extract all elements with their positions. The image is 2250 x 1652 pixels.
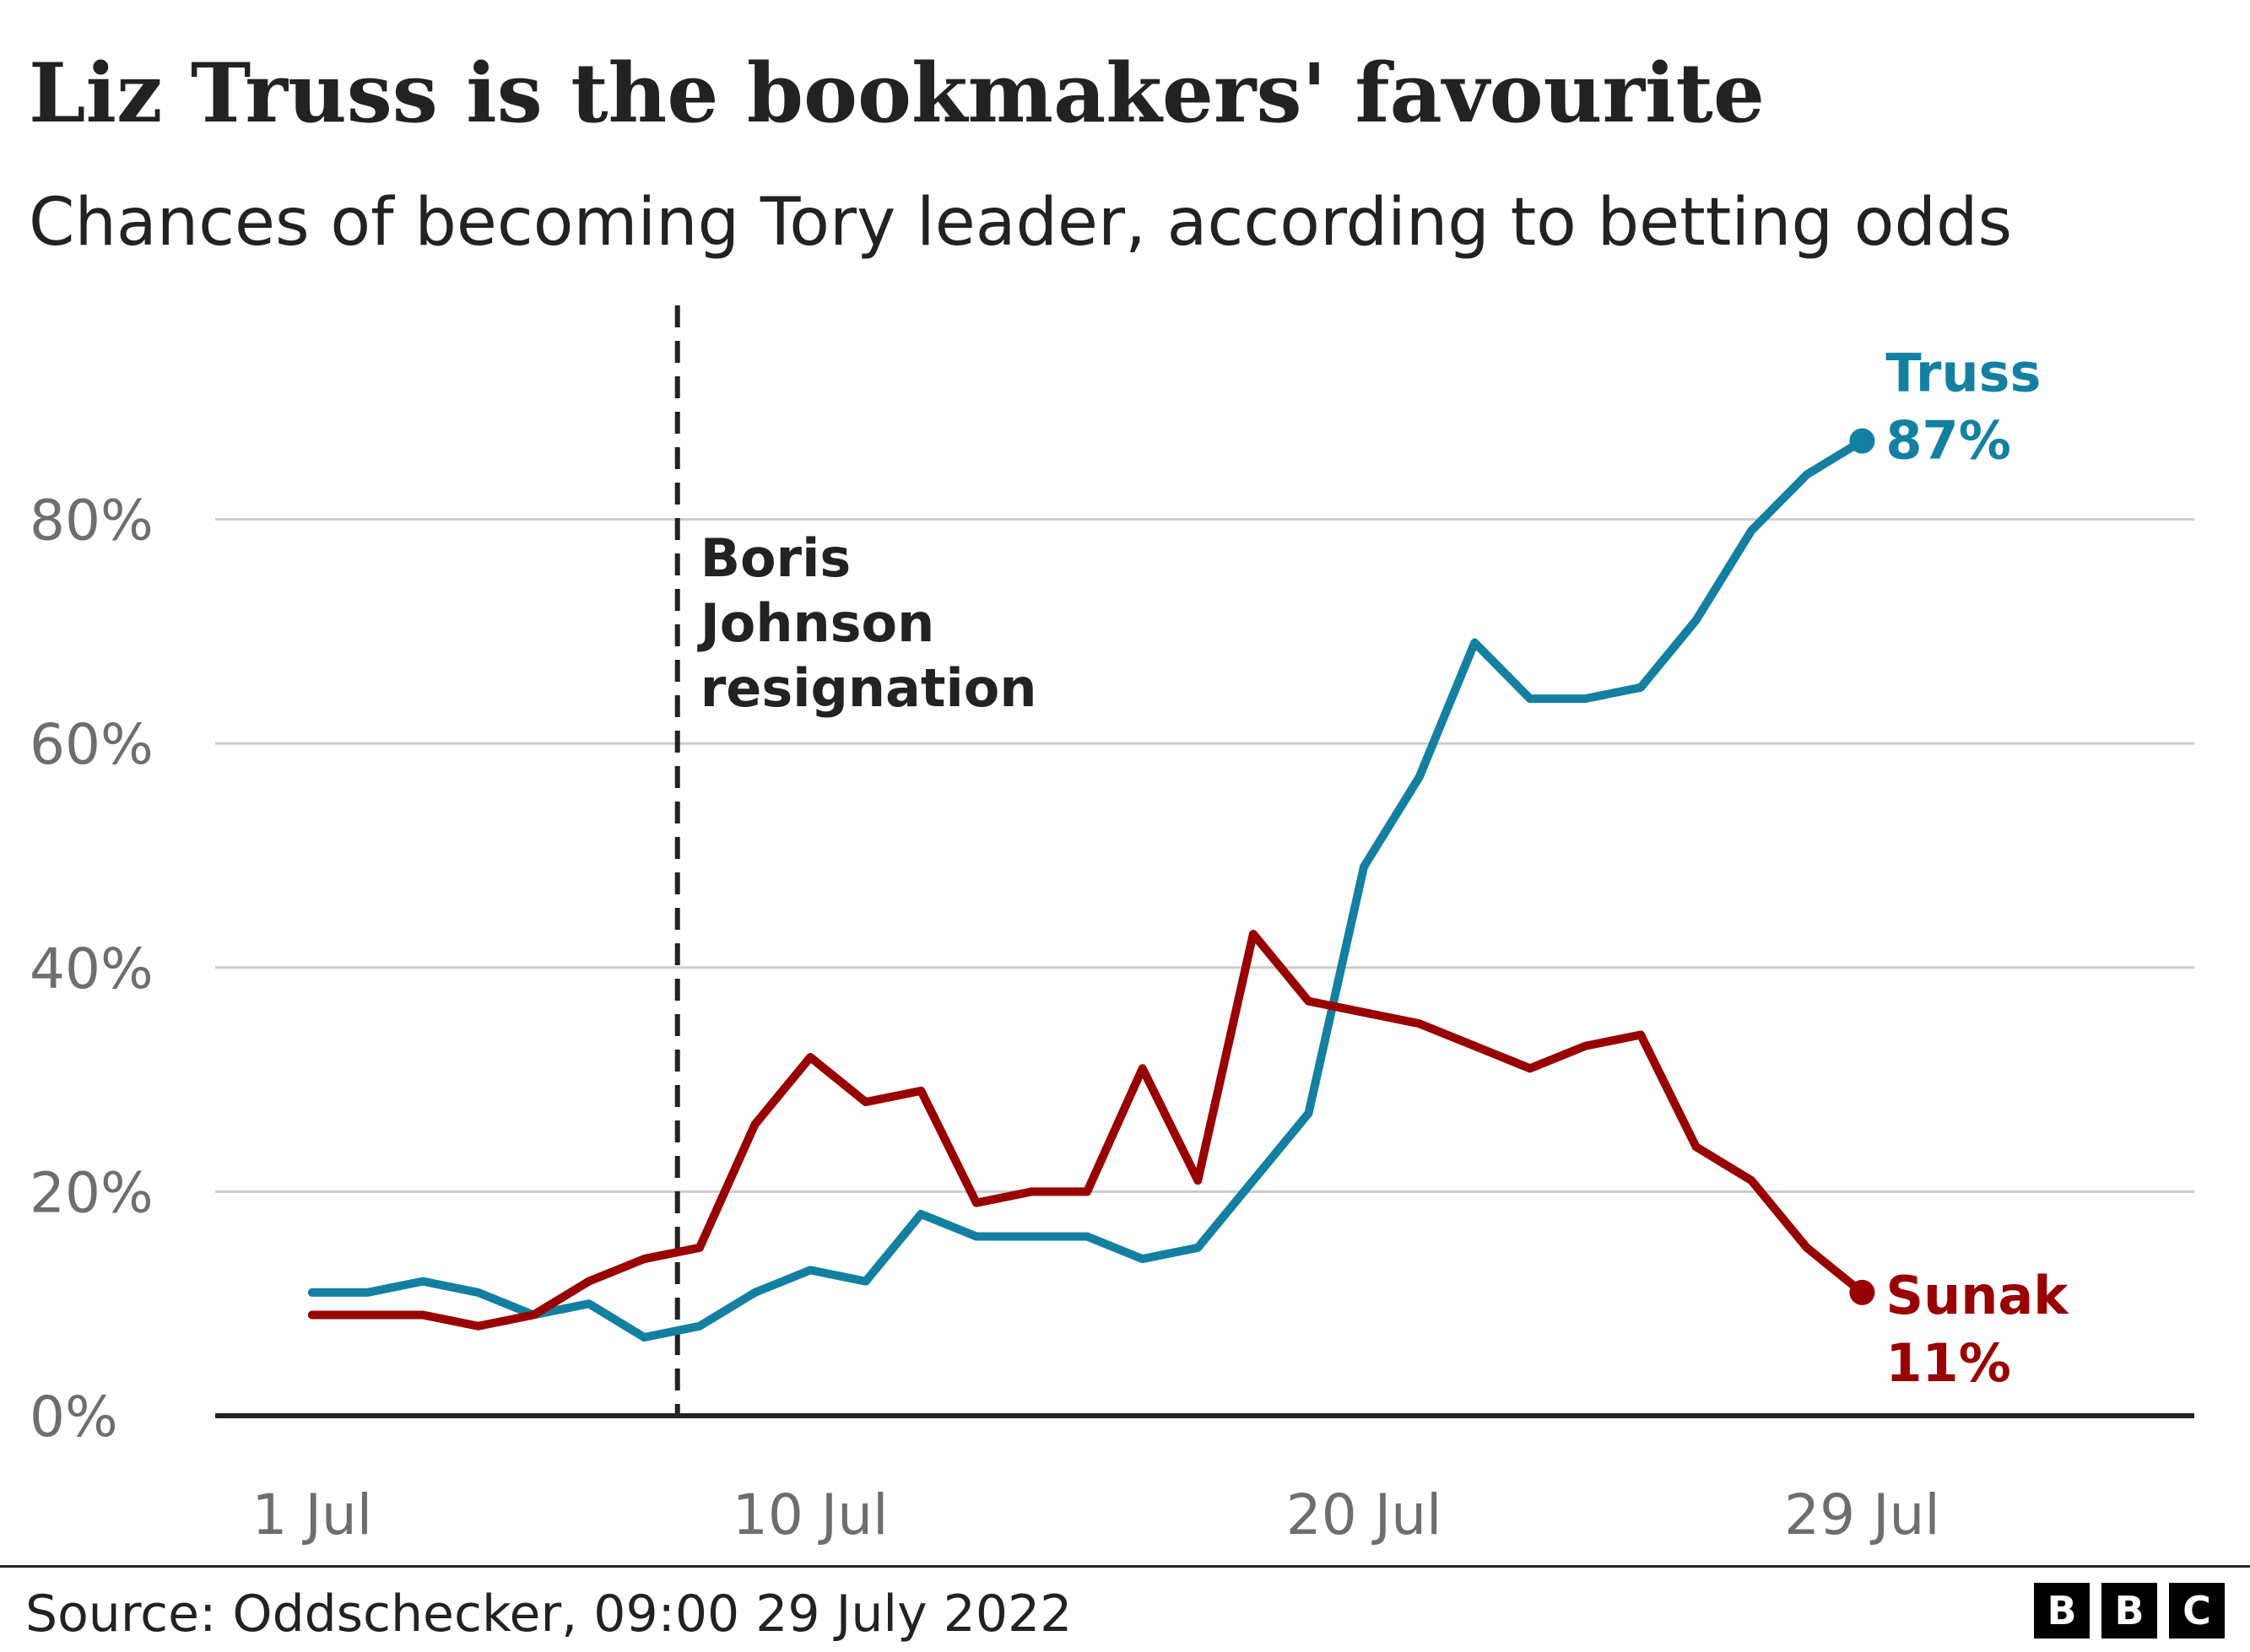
logo-letter-b1: B bbox=[2034, 1583, 2090, 1639]
footer-divider bbox=[0, 1565, 2250, 1568]
x-tick-label-10: 10 Jul bbox=[733, 1482, 889, 1547]
series-name-label-sunak: Sunak bbox=[1885, 1265, 2069, 1326]
logo-letter-b2: B bbox=[2101, 1583, 2157, 1639]
series-end-value-sunak: 11% bbox=[1885, 1332, 2010, 1394]
series-name-label-truss: Truss bbox=[1885, 343, 2041, 404]
annotation-label-line-1: Johnson bbox=[697, 592, 935, 654]
x-tick-label-20: 20 Jul bbox=[1286, 1482, 1442, 1547]
annotation-label-line-0: Boris bbox=[700, 527, 852, 589]
series-line-sunak bbox=[312, 934, 1863, 1326]
y-tick-label-80: 80% bbox=[30, 489, 154, 553]
y-tick-label-20: 20% bbox=[30, 1160, 154, 1225]
series-end-value-truss: 87% bbox=[1885, 410, 2010, 472]
series-end-point-truss bbox=[1849, 429, 1874, 454]
series-line-truss bbox=[312, 441, 1863, 1337]
y-tick-label-60: 60% bbox=[30, 712, 154, 777]
line-chart: 0% 20% 40% 60% 80% 1 Jul 10 Jul 20 Jul 29 Jul Bor… bbox=[0, 0, 2250, 1565]
x-tick-label-29: 29 Jul bbox=[1784, 1482, 1940, 1547]
annotation-label-line-2: resignation bbox=[700, 657, 1037, 719]
x-tick-label-1: 1 Jul bbox=[252, 1482, 372, 1547]
source-note: Source: Oddschecker, 09:00 29 July 2022 bbox=[25, 1585, 1072, 1644]
y-tick-label-0: 0% bbox=[30, 1385, 118, 1450]
bbc-logo: B B C bbox=[2034, 1583, 2225, 1639]
series-end-point-sunak bbox=[1849, 1280, 1874, 1305]
y-tick-label-40: 40% bbox=[30, 937, 154, 1001]
logo-letter-c: C bbox=[2169, 1583, 2225, 1639]
